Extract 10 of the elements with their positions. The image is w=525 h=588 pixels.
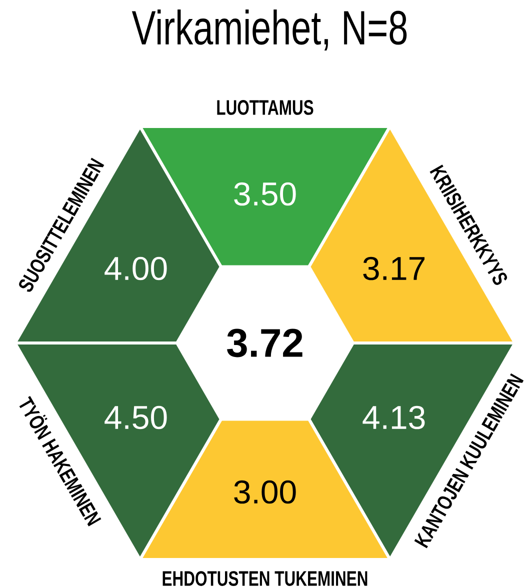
data-label: 3.17 <box>363 256 424 280</box>
category-label: LUOTTAMUS <box>217 100 314 115</box>
data-label: 3.50 <box>234 182 296 206</box>
category-label: EHDOTUSTEN TUKEMINEN <box>162 571 368 586</box>
data-label: 3.00 <box>234 480 296 504</box>
text: Virkamiehet, N=8 <box>132 10 407 50</box>
data-label: 4.00 <box>104 256 167 280</box>
text: 3.72 <box>227 328 302 358</box>
data-label: 4.50 <box>104 406 167 430</box>
data-label: 4.13 <box>362 406 425 430</box>
